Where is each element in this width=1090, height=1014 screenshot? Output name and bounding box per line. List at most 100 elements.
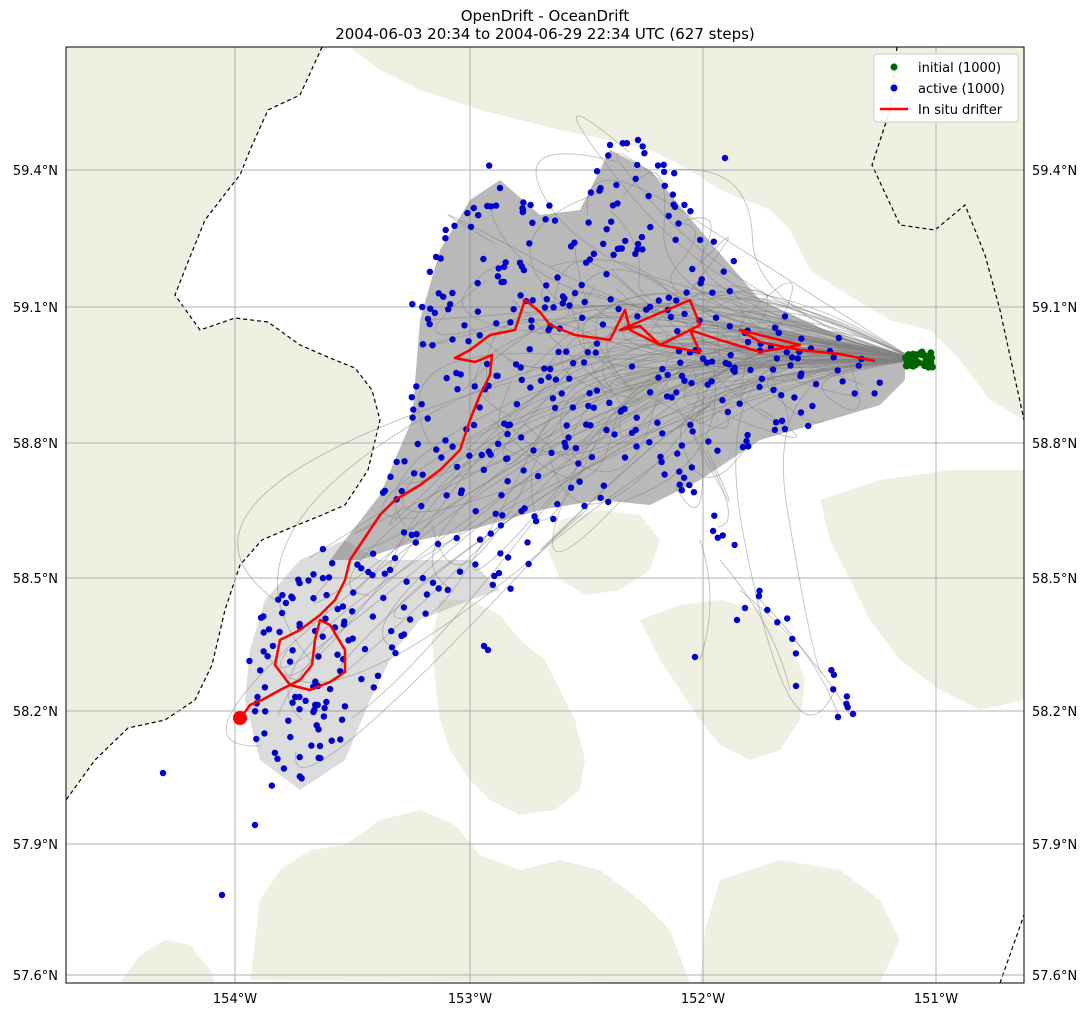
active-particle	[658, 458, 665, 466]
active-particle	[424, 315, 432, 323]
trajectory-line	[277, 346, 916, 716]
lat-label-left: 57.9°N	[13, 838, 58, 853]
active-particle	[579, 314, 586, 321]
trajectory-line	[426, 303, 916, 361]
active-particle	[830, 686, 837, 693]
active-particle	[547, 365, 554, 373]
active-particle	[843, 700, 850, 707]
land-island-east	[640, 600, 805, 760]
active-particle	[350, 589, 357, 596]
active-particle	[296, 773, 303, 780]
active-particle	[834, 367, 841, 374]
active-particle	[689, 265, 696, 273]
active-particle	[621, 454, 629, 461]
active-particle	[315, 726, 322, 733]
active-particle	[792, 682, 800, 690]
trajectory-line	[692, 283, 916, 361]
active-particle	[528, 324, 535, 331]
active-particle	[575, 460, 582, 467]
active-particle	[611, 431, 618, 438]
active-particle	[688, 379, 695, 387]
active-particle	[531, 513, 538, 520]
active-particle	[310, 571, 317, 578]
map-area	[66, 47, 1024, 983]
active-particle	[668, 394, 675, 401]
active-particle	[358, 675, 365, 683]
active-particle	[613, 181, 620, 189]
active-particle	[794, 355, 801, 362]
active-particle	[470, 204, 477, 212]
active-particle	[474, 308, 482, 315]
active-particle	[673, 297, 680, 304]
active-particle	[517, 292, 524, 299]
active-particle	[289, 594, 296, 602]
active-particle	[678, 372, 686, 380]
active-particle	[454, 386, 461, 393]
active-particle	[503, 455, 510, 462]
active-particle	[471, 383, 478, 390]
active-particle	[830, 671, 838, 678]
active-particle	[374, 672, 382, 679]
trajectory-line	[606, 298, 916, 399]
active-particle	[571, 239, 578, 246]
legend-marker-initial	[890, 63, 898, 71]
active-particle	[681, 310, 688, 318]
active-particle	[770, 386, 777, 393]
active-particle	[484, 202, 491, 210]
active-particle	[669, 191, 677, 198]
active-particle	[517, 364, 524, 371]
active-particle	[711, 512, 718, 519]
active-particle	[654, 419, 661, 426]
active-particle	[426, 268, 434, 275]
active-particle	[507, 585, 514, 592]
active-particle	[478, 451, 485, 459]
active-particle	[585, 402, 592, 410]
active-particle	[550, 304, 557, 311]
legend: initial (1000) active (1000) In situ dri…	[873, 53, 1019, 123]
trajectory-density	[330, 150, 905, 560]
active-particle	[470, 421, 478, 429]
lat-label-right: 57.9°N	[1032, 838, 1077, 853]
lat-label-left: 59.4°N	[13, 164, 58, 179]
active-particle	[314, 701, 321, 709]
active-particle	[282, 599, 290, 607]
active-particle	[676, 468, 683, 475]
trajectory-line	[470, 326, 916, 369]
active-particle	[369, 550, 377, 557]
active-particle	[409, 414, 416, 421]
active-particle	[349, 608, 356, 615]
active-particle	[321, 704, 328, 712]
trajectory-line	[225, 352, 916, 747]
active-particle	[696, 236, 704, 244]
active-particle	[528, 317, 535, 324]
active-particle	[521, 505, 528, 512]
active-particle	[709, 527, 717, 535]
active-particle	[218, 891, 226, 899]
active-particle	[289, 647, 296, 654]
active-particle	[789, 635, 796, 643]
trajectory-line	[381, 344, 916, 647]
active-particle	[597, 184, 604, 192]
lat-label-right: 58.5°N	[1032, 572, 1077, 587]
active-particle	[871, 390, 878, 397]
legend-marker-active	[890, 84, 898, 92]
active-particle	[586, 390, 593, 397]
active-particle	[432, 253, 440, 261]
lat-label-left: 58.8°N	[13, 437, 58, 452]
active-particle	[517, 434, 525, 441]
active-particle	[554, 500, 561, 508]
trajectory-line	[551, 351, 916, 553]
active-particle	[606, 141, 614, 149]
active-particle	[566, 302, 573, 309]
trajectory-line	[393, 359, 916, 619]
active-particle	[681, 201, 688, 209]
active-particle	[312, 678, 319, 685]
active-particle	[581, 298, 588, 306]
active-particle	[418, 401, 425, 408]
active-particle	[603, 226, 610, 233]
active-particle	[285, 717, 292, 724]
active-particle	[709, 289, 716, 296]
active-particle	[268, 782, 275, 789]
active-particle	[159, 769, 167, 777]
